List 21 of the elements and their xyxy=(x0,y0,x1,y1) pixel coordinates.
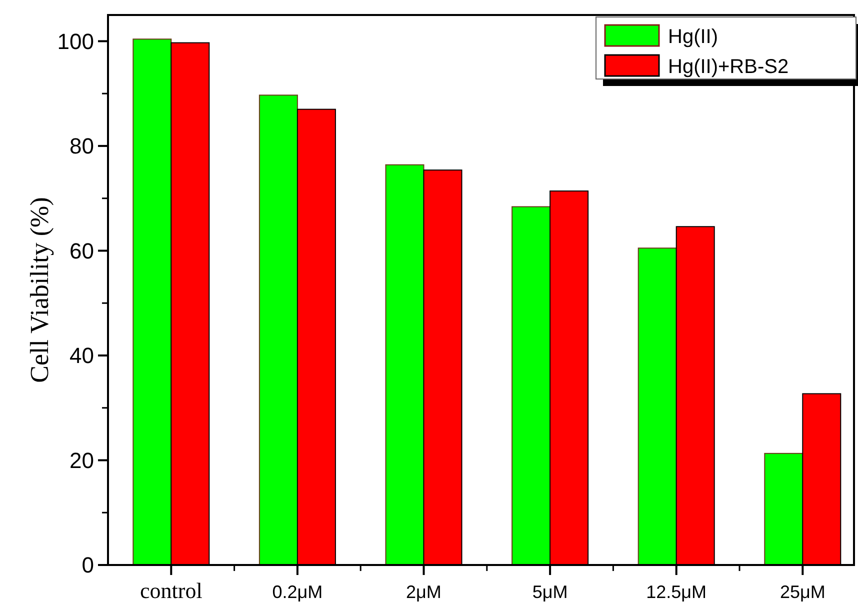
y-tick-label: 40 xyxy=(70,343,94,368)
x-tick-label: control xyxy=(140,578,202,603)
legend-label: Hg(II)+RB-S2 xyxy=(668,56,789,78)
y-tick-label: 80 xyxy=(70,134,94,159)
x-tick-label: 25μM xyxy=(780,582,826,602)
bar xyxy=(764,452,804,566)
y-tick-label: 0 xyxy=(82,552,94,578)
y-tick-label: 20 xyxy=(70,448,94,473)
bar xyxy=(385,164,424,566)
bar xyxy=(132,38,172,566)
x-tick-label: 2μM xyxy=(406,582,442,602)
bar xyxy=(638,248,677,566)
x-tick-label: 5μM xyxy=(532,582,568,602)
y-tick-label: 60 xyxy=(70,238,94,264)
bar xyxy=(512,206,551,566)
legend-label: Hg(II) xyxy=(668,26,718,48)
y-tick-label: 100 xyxy=(57,28,94,54)
x-tick-label: 12.5μM xyxy=(646,582,707,602)
bar xyxy=(258,94,298,566)
y-axis-title: Cell Viability (%) xyxy=(25,197,54,383)
x-tick-label: 0.2μM xyxy=(272,582,323,602)
